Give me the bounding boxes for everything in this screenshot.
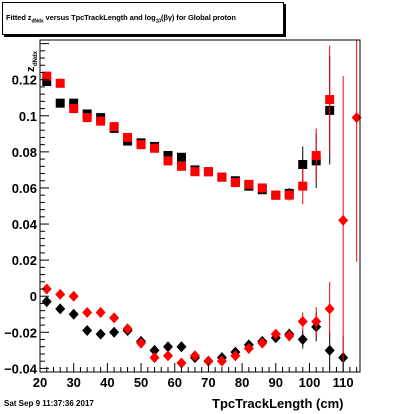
data-point-diamond	[311, 315, 322, 327]
data-point-square	[271, 190, 281, 200]
y-tick-label: 0.12	[12, 73, 37, 88]
data-point-diamond	[55, 288, 66, 300]
data-point-square	[230, 178, 240, 188]
plot-frame	[39, 39, 361, 373]
data-point-square	[82, 113, 92, 123]
data-point-square	[190, 167, 200, 177]
data-point-diamond	[297, 315, 308, 327]
data-point-square	[311, 150, 321, 160]
data-point-square	[96, 116, 106, 126]
data-point-diamond	[95, 328, 106, 340]
data-point-diamond	[55, 303, 66, 315]
data-point-square	[42, 77, 52, 86]
data-point-diamond	[149, 344, 160, 356]
x-tick-label: 70	[201, 375, 215, 390]
x-tick-label: 20	[33, 375, 47, 390]
data-point-square	[69, 104, 79, 114]
axis-ticks: −0.04 −0.02 0 0.02 0.04 0.06 0.08 0.1 0.12 20 30 40…	[4, 43, 358, 390]
data-point-square	[176, 161, 186, 171]
chart-title: Fitted zdNdx versus TpcTrackLength and l…	[6, 12, 236, 25]
data-point-diamond	[176, 357, 187, 369]
data-point-diamond	[109, 326, 120, 338]
data-point-diamond	[68, 308, 79, 320]
y-tick-label: −0.02	[4, 325, 37, 340]
timestamp-footer: Sat Sep 9 11:37:36 2017	[4, 399, 94, 408]
data-point-diamond	[82, 306, 93, 318]
x-tick-label: 60	[168, 375, 182, 390]
x-tick-label: 110	[333, 375, 354, 390]
data-point-square	[284, 190, 294, 200]
data-point-square	[176, 152, 186, 162]
chart-title-box: Fitted zdNdx versus TpcTrackLength and l…	[2, 2, 284, 35]
data-point-square	[163, 150, 173, 160]
data-point-diamond	[257, 337, 268, 349]
data-point-square	[298, 181, 308, 191]
data-point-diamond	[351, 112, 362, 124]
data-point-square	[109, 122, 119, 132]
x-tick-label: 90	[269, 375, 283, 390]
data-point-square	[203, 167, 213, 177]
y-tick-label: 0	[30, 289, 37, 304]
data-markers	[41, 40, 362, 372]
x-tick-label: 80	[235, 375, 249, 390]
data-point-diamond	[41, 283, 52, 295]
data-point-diamond	[270, 328, 281, 340]
data-point-square	[55, 98, 65, 108]
data-point-square	[55, 78, 65, 88]
data-point-diamond	[324, 344, 335, 356]
data-point-diamond	[176, 341, 187, 353]
data-point-square	[298, 160, 308, 169]
data-point-diamond	[297, 334, 308, 346]
y-tick-label: 0.04	[12, 217, 38, 232]
data-point-diamond	[41, 296, 52, 308]
data-point-diamond	[230, 350, 241, 362]
x-tick-label: 50	[134, 375, 148, 390]
data-point-square	[257, 183, 267, 193]
data-point-diamond	[68, 290, 79, 302]
y-tick-label: 0.02	[12, 253, 37, 268]
y-tick-label: 0.06	[12, 181, 37, 196]
data-point-square	[136, 140, 146, 150]
data-point-diamond	[149, 352, 160, 364]
data-point-diamond	[109, 312, 120, 324]
data-point-diamond	[163, 350, 173, 362]
data-point-diamond	[284, 330, 295, 342]
data-point-square	[325, 95, 335, 105]
data-point-square	[123, 132, 133, 142]
y-tick-label: 0.08	[12, 145, 37, 160]
data-point-diamond	[136, 337, 147, 349]
data-point-square	[244, 179, 254, 189]
data-point-diamond	[82, 325, 93, 336]
data-point-diamond	[189, 350, 200, 362]
data-point-diamond	[95, 306, 106, 318]
data-point-square	[42, 71, 52, 81]
x-tick-label: 40	[100, 375, 114, 390]
data-point-square	[150, 143, 160, 153]
plot-frame-rect	[39, 39, 361, 373]
y-tick-label: −0.04	[4, 361, 38, 376]
data-point-square	[217, 172, 227, 182]
data-point-diamond	[122, 323, 133, 335]
data-point-diamond	[216, 355, 227, 367]
y-tick-label: 0.1	[19, 109, 37, 124]
x-axis-label: TpcTrackLength (cm)	[212, 396, 344, 411]
data-point-square	[69, 98, 79, 108]
y-axis-label-sub: dNdx	[33, 50, 39, 66]
data-point-square	[163, 156, 173, 166]
data-point-diamond	[324, 303, 335, 315]
data-point-diamond	[163, 341, 173, 353]
x-tick-label: 30	[66, 375, 80, 390]
data-point-diamond	[338, 214, 349, 226]
y-axis-label: z	[25, 66, 37, 72]
data-point-diamond	[243, 343, 254, 355]
x-tick-label: 100	[299, 375, 321, 390]
data-point-diamond	[203, 355, 214, 367]
